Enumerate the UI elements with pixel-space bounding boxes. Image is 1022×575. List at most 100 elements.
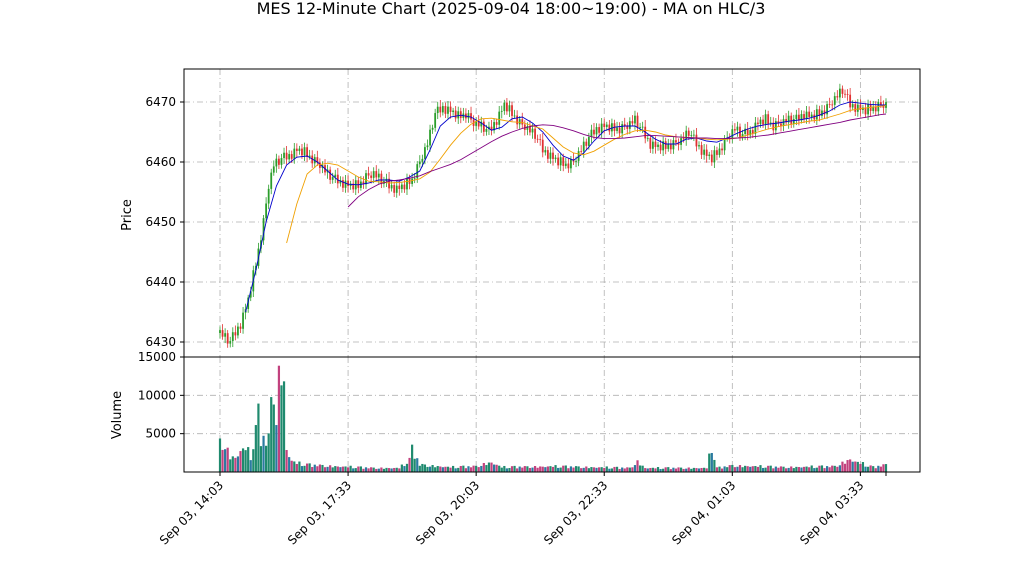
volume-bar: [236, 456, 240, 472]
volume-bar: [300, 466, 304, 472]
candle-body: [846, 94, 849, 95]
volume-bar: [344, 466, 347, 472]
candle-body: [421, 158, 424, 162]
volume-bar: [636, 460, 639, 472]
volume-bar: [759, 465, 762, 472]
volume-bar: [503, 465, 506, 472]
candle-body: [449, 106, 452, 112]
candle-body: [280, 158, 283, 165]
volume-bar: [764, 467, 767, 472]
candle-body: [516, 115, 519, 125]
volume-bar: [490, 462, 493, 472]
price-y-tick-label: 6450: [145, 215, 176, 229]
volume-bar: [825, 466, 829, 472]
candle-body: [582, 141, 585, 152]
candle-body: [744, 128, 747, 135]
volume-bar: [554, 465, 557, 472]
candle-body: [275, 158, 278, 167]
candle-body: [838, 88, 841, 98]
candle-body: [498, 111, 501, 125]
volume-bar: [782, 466, 785, 472]
x-tick-label: Sep 04, 01:03: [669, 478, 738, 547]
volume-bar: [282, 381, 286, 472]
candle-body: [595, 127, 598, 135]
volume-bar: [267, 433, 270, 472]
volume-bar: [305, 463, 309, 472]
volume-bar: [375, 468, 378, 472]
volume-bar: [290, 460, 293, 472]
candle-body: [267, 188, 270, 204]
candle-body: [377, 173, 380, 178]
candle-body: [780, 123, 782, 126]
volume-bar: [708, 453, 711, 472]
volume-bar: [761, 467, 765, 472]
candle-body: [593, 129, 595, 135]
candle-body: [774, 121, 777, 131]
volume-bar: [541, 466, 544, 472]
volume-bar: [674, 468, 678, 472]
volume-bar: [572, 467, 575, 472]
volume-bar: [785, 468, 788, 472]
volume-bar: [610, 468, 614, 472]
candle-body: [675, 140, 677, 143]
ma-line-ma-slow: [347, 113, 887, 208]
candle-body: [457, 111, 460, 119]
volume-bar: [831, 465, 834, 472]
candle-body: [290, 154, 293, 159]
volume-bar: [413, 458, 416, 472]
candle-body: [708, 154, 711, 156]
volume-bar: [574, 466, 578, 472]
volume-bar: [254, 425, 257, 472]
volume-bar: [380, 467, 383, 472]
volume-bar: [518, 466, 521, 472]
volume-bar: [244, 450, 247, 472]
volume-bar: [633, 465, 637, 472]
volume-bar: [710, 452, 713, 472]
volume-bar: [846, 460, 849, 472]
candle-body: [733, 129, 736, 131]
volume-bar: [229, 459, 232, 472]
candle-body: [552, 152, 554, 159]
ma-line-ma-fast: [245, 101, 886, 313]
candle-body: [283, 152, 285, 159]
volume-y-ticks: 5000 10000 15000: [138, 350, 184, 441]
candle-body: [219, 330, 221, 333]
volume-bar: [546, 466, 549, 472]
candle-body: [505, 102, 508, 112]
volume-bar: [487, 462, 491, 472]
volume-bar: [777, 467, 780, 472]
volume-bar: [436, 466, 439, 472]
volume-bar: [434, 467, 437, 472]
candle-body: [818, 109, 821, 116]
candle-body: [805, 111, 808, 119]
candle-body: [872, 106, 875, 111]
volume-y-tick-label: 5000: [145, 427, 176, 441]
candle-body: [790, 115, 793, 124]
volume-bar: [285, 449, 288, 472]
volume-bar: [467, 466, 470, 472]
volume-bar: [631, 467, 634, 472]
volume-bar: [405, 463, 409, 472]
candle-body: [411, 178, 414, 184]
candle-body: [534, 128, 536, 139]
volume-bar: [423, 464, 427, 472]
volume-bar: [234, 457, 237, 472]
volume-bar: [354, 468, 357, 472]
volume-bar: [884, 464, 888, 472]
candle-body: [362, 181, 365, 185]
candle-body: [577, 151, 580, 161]
candle-body: [441, 106, 444, 113]
candle-body: [623, 124, 626, 127]
candle-body: [728, 137, 731, 139]
candle-body: [372, 171, 375, 178]
candle-body: [400, 184, 403, 189]
volume-bar: [331, 467, 334, 472]
volume-bar: [864, 466, 867, 472]
volume-bar: [767, 465, 770, 472]
volume-bar: [651, 467, 654, 472]
candle-body: [390, 185, 393, 189]
volume-bars: [218, 365, 888, 472]
candle-body: [403, 184, 406, 190]
candle-body: [554, 157, 557, 159]
candle-body: [518, 119, 521, 125]
